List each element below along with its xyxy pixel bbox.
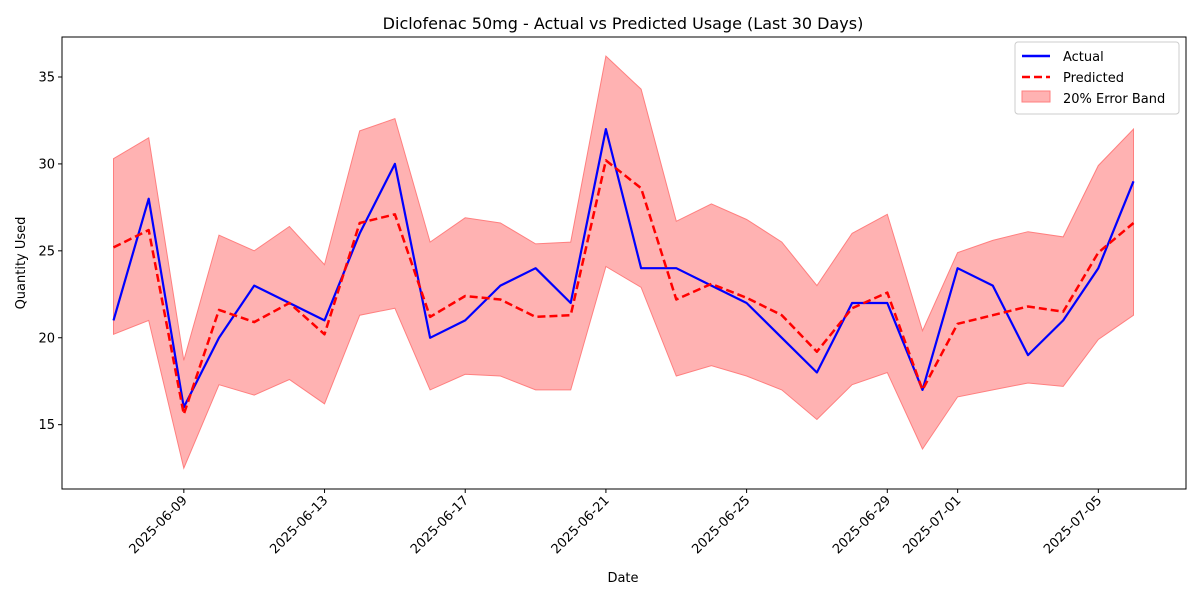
predicted-point [745, 296, 749, 300]
predicted-point [534, 315, 538, 319]
y-tick-label: 30 [38, 157, 55, 172]
y-tick-label: 25 [38, 244, 55, 259]
actual-point [182, 405, 186, 409]
series-line-actual [112, 128, 1135, 409]
predicted-point [428, 315, 432, 319]
predicted-point [956, 322, 960, 326]
predicted-point [1096, 251, 1100, 255]
actual-point [498, 284, 502, 288]
predicted-point [674, 298, 678, 302]
actual-point [428, 336, 432, 340]
predicted-point [991, 313, 995, 317]
actual-point [217, 336, 221, 340]
actual-point [885, 301, 889, 305]
predicted-point [569, 313, 573, 317]
legend: Actual Predicted 20% Error Band [1014, 41, 1180, 115]
predicted-point [147, 228, 151, 232]
series-line-predicted [112, 159, 1135, 416]
actual-point [393, 162, 397, 166]
predicted-point [358, 221, 362, 225]
actual-point [1132, 179, 1136, 183]
actual-point [745, 301, 749, 305]
actual-point [1026, 353, 1030, 357]
actual-point [604, 127, 608, 131]
predicted-point [639, 186, 643, 190]
predicted-point [1061, 310, 1065, 314]
predicted-point [604, 158, 608, 162]
predicted-point [252, 320, 256, 324]
predicted-point [1026, 304, 1030, 308]
error-band-area [113, 55, 1134, 470]
predicted-point [709, 282, 713, 286]
legend-band-label: 20% Error Band [1063, 92, 1165, 107]
chart-title: Diclofenac 50mg - Actual vs Predicted Us… [383, 14, 864, 33]
actual-point [1096, 266, 1100, 270]
actual-point [991, 284, 995, 288]
actual-point [323, 318, 327, 322]
predicted-point [885, 291, 889, 295]
legend-predicted-label: Predicted [1063, 71, 1124, 86]
predicted-point [780, 313, 784, 317]
actual-point [850, 301, 854, 305]
actual-point [956, 266, 960, 270]
predicted-point [498, 298, 502, 302]
actual-point [147, 197, 151, 201]
actual-point [534, 266, 538, 270]
y-tick-label: 20 [38, 331, 55, 346]
legend-band-swatch [1021, 90, 1051, 103]
actual-point [815, 371, 819, 375]
actual-point [1061, 318, 1065, 322]
predicted-point [1132, 221, 1136, 225]
legend-actual-label: Actual [1063, 50, 1104, 65]
legend-frame [1014, 41, 1180, 115]
actual-point [674, 266, 678, 270]
actual-point [112, 318, 116, 322]
predicted-point [112, 245, 116, 249]
predicted-point [815, 350, 819, 354]
y-tick-label: 15 [38, 418, 55, 433]
predicted-point [217, 308, 221, 312]
predicted-point [182, 412, 186, 416]
y-axis-label: Quantity Used [14, 217, 29, 310]
actual-point [463, 318, 467, 322]
actual-point [358, 231, 362, 235]
plot-area-frame [61, 36, 1187, 490]
y-tick-label: 35 [38, 70, 55, 85]
predicted-point [287, 301, 291, 305]
actual-point [780, 336, 784, 340]
x-axis-label: Date [607, 571, 638, 586]
actual-point [639, 266, 643, 270]
predicted-point [920, 388, 924, 392]
actual-point [569, 301, 573, 305]
predicted-point [850, 306, 854, 310]
predicted-point [323, 332, 327, 336]
predicted-point [393, 212, 397, 216]
actual-point [252, 284, 256, 288]
predicted-point [463, 294, 467, 298]
